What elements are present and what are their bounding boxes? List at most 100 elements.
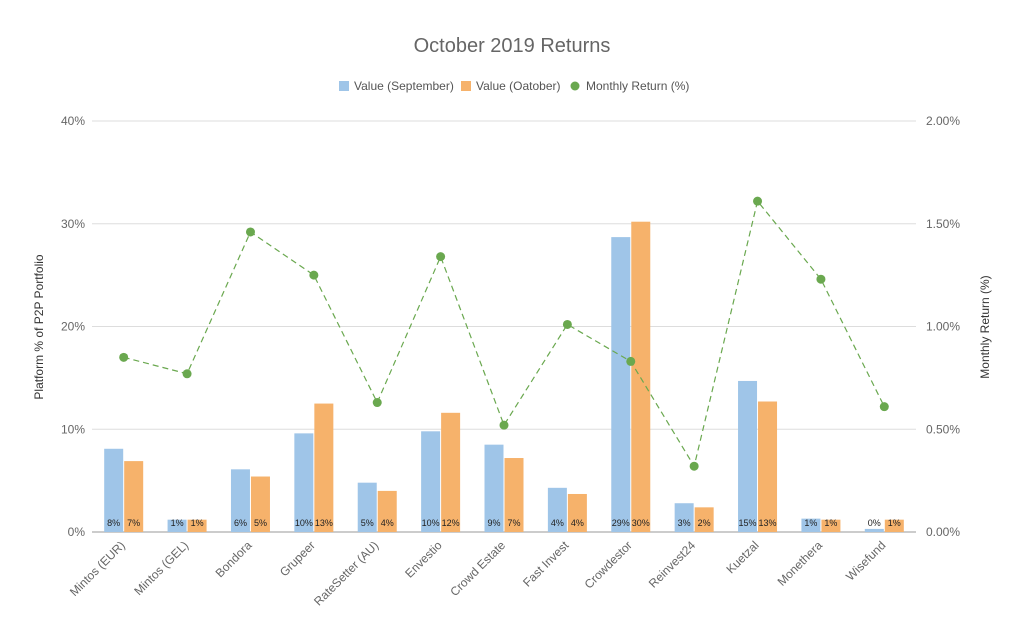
data-label-september: 5% [361,518,374,528]
bar-october [694,507,714,532]
gridlines [92,120,916,533]
bar-september [167,519,187,532]
y-right-tick-label: 1.50% [926,217,960,231]
bar-september [230,469,250,532]
data-label-september: 0% [868,518,881,528]
legend-swatch-october [461,81,471,91]
x-tick-label: Fast Invest [520,538,572,590]
legend-label-monthly-return: Monthly Return (%) [586,79,689,93]
data-label-september: 1% [171,518,184,528]
bar-october [758,401,778,532]
bar-september [484,444,504,532]
x-axis-ticks: Mintos (EUR) Mintos (GEL) Bondora GrupeerRa… [67,538,888,609]
legend: Value (September) Value (Oatober) Monthl… [339,79,689,93]
monthly-return-point [182,369,192,379]
data-label-september: 9% [487,518,500,528]
monthly-return-point [816,274,826,284]
y-right-tick-label: 0.50% [926,422,960,436]
bar-october [821,519,841,532]
monthly-return-line [119,196,889,471]
x-tick-label: Kuetzal [723,538,761,576]
bar-september [738,380,758,532]
bar-september [421,431,441,532]
x-tick-label: Crowd Estate [447,538,508,599]
y-axis-left-title: Platform % of P2P Portfolio [32,254,46,400]
legend-label-october: Value (Oatober) [476,79,561,93]
x-tick-label: Wisefund [843,538,888,583]
legend-label-september: Value (September) [354,79,454,93]
monthly-return-point [499,420,509,430]
monthly-return-point [372,398,382,408]
data-label-october: 13% [315,518,333,528]
data-label-october: 30% [632,518,650,528]
bar-september [104,448,124,532]
bar-october [567,493,587,532]
data-label-september: 15% [739,518,757,528]
y-right-tick-label: 2.00% [926,114,960,128]
y-axis-right-ticks: 0.00% 0.50% 1.00% 1.50% 2.00% [926,114,960,539]
x-tick-label: RateSetter (AU) [311,538,381,608]
data-label-september: 6% [234,518,247,528]
data-label-september: 1% [804,518,817,528]
bar-september [547,487,567,532]
legend-marker-monthly-return [570,81,580,91]
bar-september [674,503,694,532]
x-tick-label: Mintos (EUR) [67,538,128,599]
monthly-return-point [879,402,889,412]
x-tick-label: Monethera [775,538,826,589]
data-label-october: 2% [698,518,711,528]
data-label-october: 1% [191,518,204,528]
y-axis-right-title: Monthly Return (%) [978,275,992,378]
y-axis-left-ticks: 0% 10% 20% 30% 40% [61,114,85,539]
data-label-september: 3% [678,518,691,528]
data-label-october: 1% [888,518,901,528]
data-label-october: 4% [571,518,584,528]
bar-october [250,476,270,532]
y-left-tick-label: 20% [61,320,85,334]
data-label-september: 10% [295,518,313,528]
data-label-october: 13% [759,518,777,528]
data-label-october: 4% [381,518,394,528]
bar-october [884,519,904,532]
bars [104,221,904,533]
y-left-tick-label: 30% [61,217,85,231]
data-label-september: 8% [107,518,120,528]
bar-september [294,433,314,532]
monthly-return-point [562,319,572,329]
monthly-return-point [626,356,636,366]
bar-september [864,528,884,532]
monthly-return-point [309,270,319,280]
y-left-tick-label: 10% [61,422,85,436]
bar-october [631,221,651,532]
bar-october [124,461,144,532]
data-label-october: 12% [442,518,460,528]
x-tick-label: Envestio [402,538,445,581]
bar-september [611,237,631,533]
bar-october [314,403,334,532]
y-right-tick-label: 1.00% [926,320,960,334]
bar-october [441,412,461,532]
x-tick-label: Grupeer [277,538,318,579]
data-label-october: 7% [127,518,140,528]
data-label-october: 1% [824,518,837,528]
bar-september [801,518,821,532]
x-tick-label: Reinvest24 [646,538,699,591]
bar-october [377,490,397,532]
data-label-september: 29% [612,518,630,528]
bar-september [357,482,377,532]
y-left-tick-label: 0% [68,525,86,539]
data-label-september: 10% [422,518,440,528]
bar-data-labels: 8% 7% 1% 1% 6% 5% 10% 13% 5% 4% 10% 12% 9% 7% 4% 4% 29% 3… [107,518,901,528]
bar-october [187,519,207,532]
monthly-return-point [753,196,763,206]
x-tick-label: Crowdestor [582,538,635,591]
legend-swatch-september [339,81,349,91]
x-tick-label: Mintos (GEL) [131,538,191,598]
bar-october [504,458,524,532]
data-label-september: 4% [551,518,564,528]
y-left-tick-label: 40% [61,114,85,128]
chart-title: October 2019 Returns [414,35,611,57]
data-label-october: 7% [507,518,520,528]
